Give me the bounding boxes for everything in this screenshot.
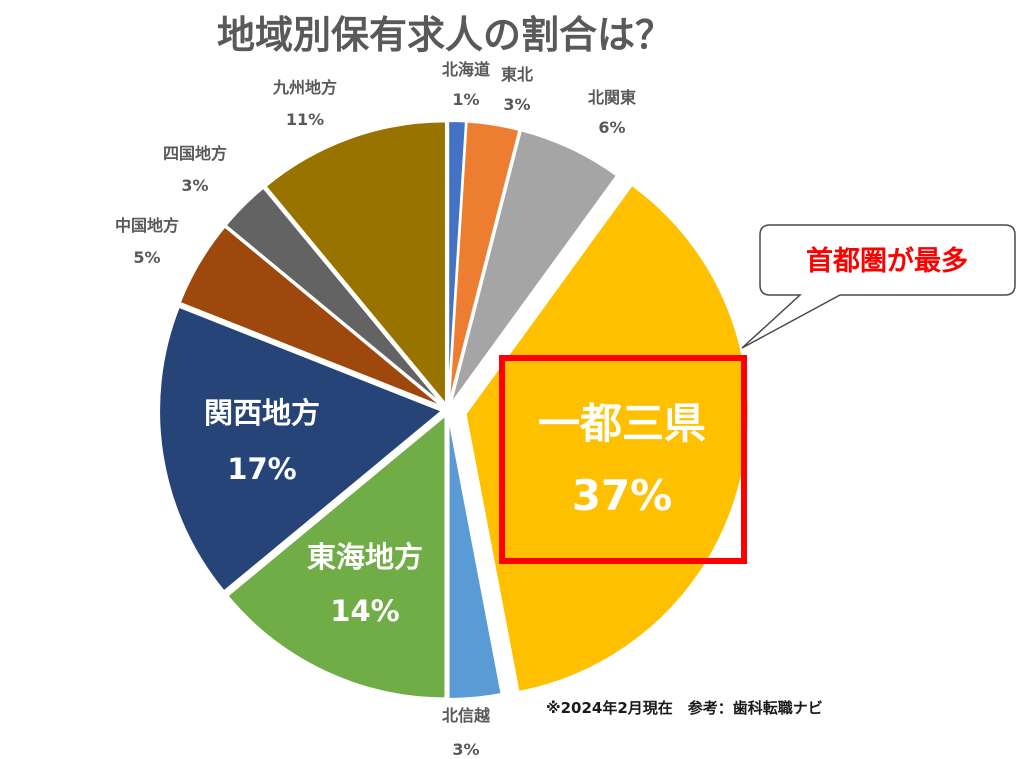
pie-slice-9 (264, 120, 447, 408)
slice-value-label-2: 6% (598, 118, 625, 137)
pie-labels: 北海道 1% 東北 3% 北関東 6% 一都三県 37% 北信越 3% 東海地方 14% 関西地方 17%… (115, 60, 706, 759)
slice-name-label-3: 一都三県 (538, 399, 706, 448)
callout-text: 首都圏が最多 (806, 245, 968, 277)
pie-slice-7 (178, 225, 444, 408)
slice-value-label-6: 17% (227, 452, 296, 486)
slice-value-label-8: 3% (181, 176, 208, 195)
slice-name-label-8: 四国地方 (163, 144, 227, 163)
footnote: ※2024年2月現在 参考：歯科転職ナビ (546, 699, 823, 717)
slice-name-label-1: 東北 (501, 65, 533, 84)
pie-slice-1 (447, 120, 521, 405)
slice-value-label-5: 14% (330, 594, 399, 628)
callout-bubble: 首都圏が最多 (741, 224, 1016, 349)
highlight-box (499, 355, 747, 564)
slice-value-label-3: 37% (572, 471, 673, 520)
slice-name-label-6: 関西地方 (204, 396, 320, 430)
slice-value-label-1: 3% (503, 95, 530, 114)
slice-name-label-4: 北信越 (442, 706, 491, 725)
pie-slice-6 (158, 305, 445, 593)
chart-title: 地域別保有求人の割合は？ (217, 13, 673, 57)
slice-name-label-2: 北関東 (588, 88, 636, 107)
pie-slice-2 (449, 129, 619, 406)
pie-slice-4 (447, 415, 503, 700)
pie-slice-8 (224, 186, 445, 407)
slice-value-label-7: 5% (133, 248, 160, 267)
slice-name-label-5: 東海地方 (307, 540, 423, 574)
slice-name-label-0: 北海道 (442, 60, 490, 79)
slice-name-label-7: 中国地方 (115, 216, 179, 235)
pie-slice-5 (225, 413, 447, 700)
slice-value-label-9: 11% (286, 110, 324, 129)
slice-name-label-9: 九州地方 (272, 78, 337, 97)
slice-value-label-4: 3% (452, 740, 479, 759)
slice-value-label-0: 1% (452, 90, 479, 109)
callout-shape (741, 224, 1016, 349)
pie-slices (158, 120, 750, 700)
